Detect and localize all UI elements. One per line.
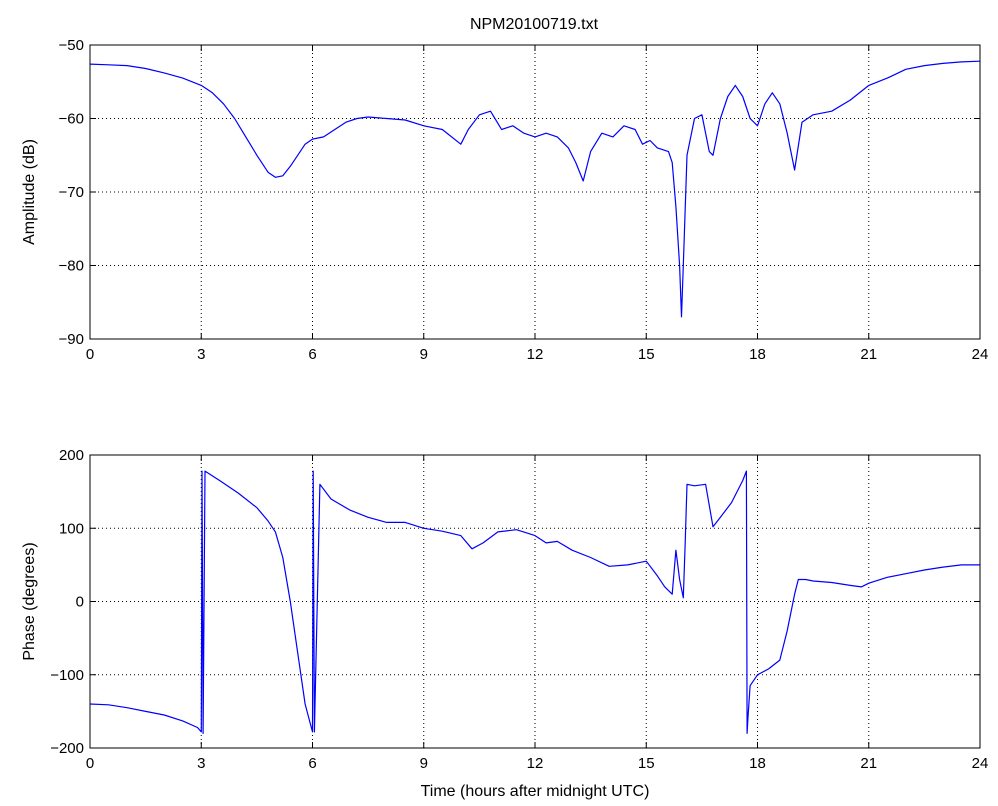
x-tick-label: 0 bbox=[86, 755, 94, 772]
x-tick-label: 18 bbox=[749, 755, 766, 772]
amplitude-panel: 0 3 6 9 12 15 18 21 24 −90 −80 −70 −60 −50 Amplitude (… bbox=[21, 37, 988, 363]
y-tick-label: 200 bbox=[59, 447, 84, 464]
x-tick-label: 6 bbox=[308, 755, 316, 772]
x-tick-label: 21 bbox=[860, 346, 877, 363]
y-axis-label: Phase (degrees) bbox=[21, 542, 38, 660]
y-tick-label: 100 bbox=[59, 520, 84, 537]
x-tick-label: 15 bbox=[638, 755, 655, 772]
x-tick-label: 6 bbox=[308, 346, 316, 363]
y-tick-label: −60 bbox=[59, 111, 84, 128]
y-tick-label: −50 bbox=[59, 37, 84, 54]
x-tick-label: 24 bbox=[972, 755, 989, 772]
x-tick-label: 12 bbox=[527, 346, 544, 363]
y-tick-label: −100 bbox=[50, 667, 84, 684]
series-line bbox=[89, 60, 981, 318]
x-tick-label: 15 bbox=[638, 346, 655, 363]
y-tick-label: −200 bbox=[50, 740, 84, 757]
x-tick-label: 18 bbox=[749, 346, 766, 363]
y-tick-label: −70 bbox=[59, 184, 84, 201]
phase-panel: 0 3 6 9 12 15 18 21 24 −200 −100 0 100 200 Phase (degr… bbox=[21, 447, 988, 800]
y-tick-label: 0 bbox=[76, 594, 84, 611]
y-tick-label: −80 bbox=[59, 258, 84, 275]
x-tick-label: 9 bbox=[420, 755, 428, 772]
x-tick-label: 9 bbox=[420, 346, 428, 363]
series-line bbox=[89, 470, 980, 735]
x-tick-label: 3 bbox=[197, 346, 205, 363]
x-tick-label: 0 bbox=[86, 346, 94, 363]
x-tick-label: 12 bbox=[527, 755, 544, 772]
chart-title: NPM20100719.txt bbox=[470, 16, 599, 33]
x-axis-label: Time (hours after midnight UTC) bbox=[421, 783, 650, 800]
y-tick-label: −90 bbox=[59, 331, 84, 348]
x-tick-label: 3 bbox=[197, 755, 205, 772]
x-tick-label: 24 bbox=[972, 346, 989, 363]
x-tick-label: 21 bbox=[860, 755, 877, 772]
y-axis-label: Amplitude (dB) bbox=[21, 139, 38, 245]
